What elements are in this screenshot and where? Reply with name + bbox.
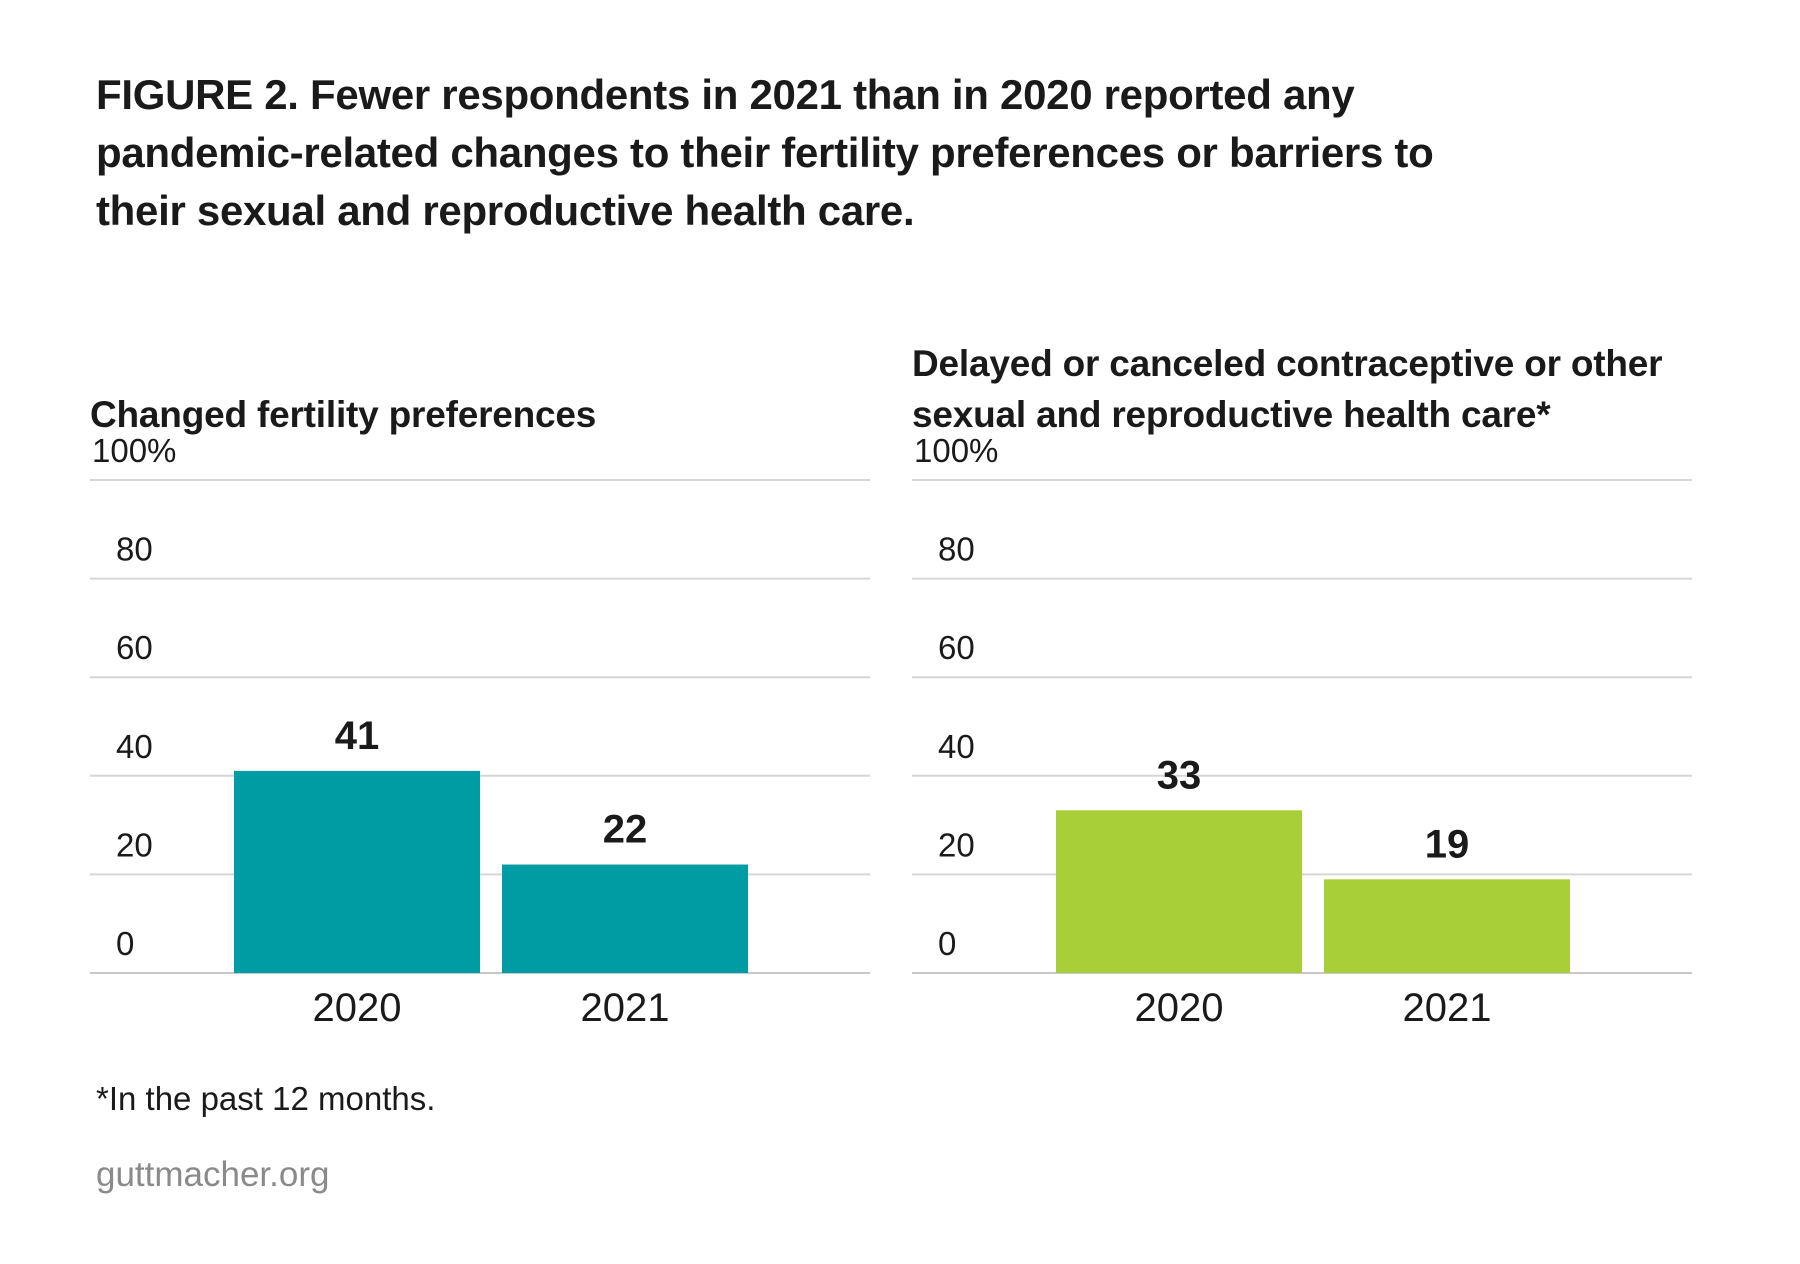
- y-tick-label: 40: [116, 728, 153, 765]
- x-category-label: 2021: [1403, 986, 1492, 1030]
- data-label: 41: [335, 714, 380, 758]
- y-tick-label: 80: [938, 531, 975, 568]
- chart-care: 0 20 40 60 80 100% 33 2020 19 2021: [912, 432, 1692, 1030]
- chart-panel-fertility: Changed fertility preferences 0 20 40 60 80 1…: [90, 290, 880, 1050]
- x-category-label: 2021: [581, 986, 670, 1030]
- x-category-label: 2020: [313, 986, 402, 1030]
- y-tick-label: 100%: [914, 432, 998, 469]
- chart-panel-care: Delayed or canceled contraceptive or oth…: [912, 290, 1702, 1050]
- y-tick-label: 20: [938, 826, 975, 863]
- chart-title-fertility: Changed fertility preferences: [90, 394, 597, 435]
- figure-title: FIGURE 2. Fewer respondents in 2021 than…: [96, 71, 1434, 234]
- bar: [1324, 879, 1570, 973]
- chart-title-care: Delayed or canceled contraceptive or oth…: [912, 343, 1663, 435]
- footnote: *In the past 12 months.: [96, 1080, 436, 1117]
- bar: [502, 864, 748, 973]
- x-category-label: 2020: [1135, 986, 1224, 1030]
- y-tick-label: 60: [116, 629, 153, 666]
- bar: [234, 770, 480, 973]
- data-label: 33: [1157, 753, 1202, 797]
- y-tick-label: 0: [116, 925, 134, 962]
- y-tick-label: 60: [938, 629, 975, 666]
- y-tick-label: 100%: [92, 432, 176, 469]
- chart-fertility: 0 20 40 60 80 100% 41 2020 22 2021: [90, 432, 870, 1030]
- y-tick-label: 40: [938, 728, 975, 765]
- bar: [1056, 810, 1302, 973]
- data-label: 22: [603, 808, 648, 852]
- y-tick-label: 0: [938, 925, 956, 962]
- data-label: 19: [1425, 822, 1470, 866]
- y-tick-label: 20: [116, 826, 153, 863]
- y-tick-label: 80: [116, 531, 153, 568]
- source-credit: guttmacher.org: [96, 1155, 330, 1194]
